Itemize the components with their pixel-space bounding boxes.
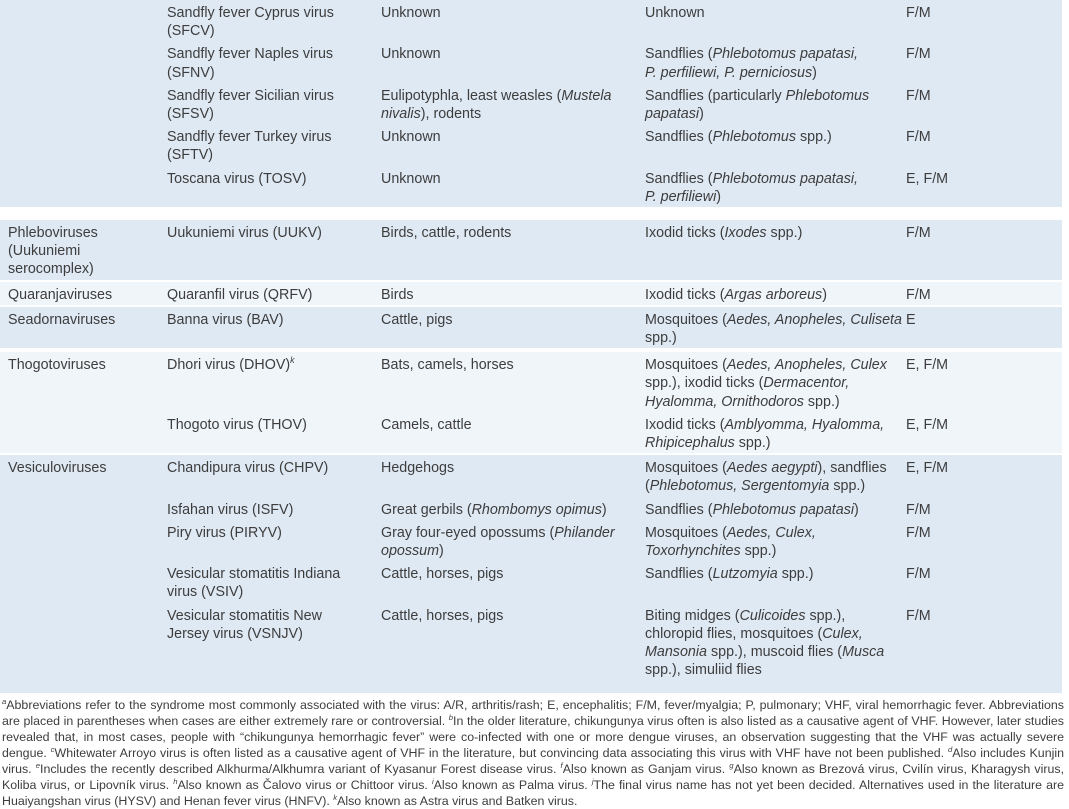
table-row: Thogoto virus (THOV) Camels, cattle Ixodid… [167,412,1062,453]
hosts-cell: Cattle, horses, pigs [381,607,504,624]
table-row: Quaranfil virus (QRFV) Birds Ixodid ticks … [167,282,1062,305]
vectors-cell: Sandflies (particularly Phlebotomus papa… [645,87,870,123]
vectors-cell: Biting midges (Culicoides spp.), chlorop… [645,607,885,679]
family-cell [0,0,167,207]
virus-name-cell: Sandfly fever Turkey virus (SFTV) [167,129,332,164]
table-row: Piry virus (PIRYV) Gray four-eyed opossum… [167,520,1062,561]
group-rows: Sandfly fever Cyprus virus (SFCV) Unknown… [167,0,1062,207]
hosts-cell: Unknown [381,129,441,146]
hosts-cell: Gray four-eyed opossums (Philander oposs… [381,524,615,560]
table-row: Sandfly fever Sicilian virus (SFSV) Eulip… [167,83,1062,124]
vectors-cell: Ixodid ticks (Argas arboreus) [645,286,827,303]
virus-table: Sandfly fever Cyprus virus (SFCV) Unknown… [0,0,1062,693]
syndrome-cell: E, F/M [906,170,949,187]
virus-name-cell: Vesicular stomatitis New Jersey virus (V… [167,607,322,642]
family-cell: Phleboviruses (Uukuniemi serocomplex) [8,225,98,278]
vectors-cell: Sandflies (Phlebotomus spp.) [645,129,832,146]
virus-name-cell: Piry virus (PIRYV) [167,524,282,541]
virus-name-cell: Sandfly fever Sicilian virus (SFSV) [167,87,334,123]
hosts-cell: Hedgehogs [381,460,455,477]
virus-name-cell: Dhori virus (DHOV)k [167,355,295,374]
virus-name-cell: Isfahan virus (ISFV) [167,501,294,518]
table-row: Vesicular stomatitis New Jersey virus (V… [167,603,1062,681]
hosts-cell: Bats, camels, horses [381,357,514,374]
vectors-cell: Mosquitoes (Aedes aegypti), sandflies (P… [645,460,887,495]
syndrome-cell: F/M [906,566,931,583]
virus-group: Sandfly fever Cyprus virus (SFCV) Unknown… [0,0,1062,208]
syndrome-cell: F/M [906,5,931,21]
vectors-cell: Ixodid ticks (Amblyomma, Hyalomma, Rhipi… [645,416,885,452]
virus-name-cell: Quaranfil virus (QRFV) [167,286,313,303]
family-cell: Quaranjaviruses [8,286,113,303]
family-cell: Seadornaviruses [8,311,116,328]
vectors-cell: Sandflies (Phlebotomus papatasi, P. perf… [645,46,859,81]
syndrome-cell: F/M [906,524,931,541]
virus-name-cell: Thogoto virus (THOV) [167,416,307,433]
table-row: Sandfly fever Turkey virus (SFTV) Unknown… [167,124,1062,165]
table-row: Vesicular stomatitis Indiana virus (VSIV… [167,561,1062,602]
table-row: Sandfly fever Cyprus virus (SFCV) Unknown… [167,0,1062,41]
syndrome-cell: F/M [906,129,931,146]
syndrome-cell: E, F/M [906,460,949,477]
vectors-cell: Mosquitoes (Aedes, Anopheles, Culex spp.… [645,357,887,410]
group-rows: Quaranfil virus (QRFV) Birds Ixodid ticks … [167,282,1062,305]
vectors-cell: Sandflies (Phlebotomus papatasi, P. perf… [645,170,859,205]
hosts-cell: Cattle, horses, pigs [381,566,504,583]
table-footnotes: aAbbreviations refer to the syndrome mos… [2,696,1065,808]
hosts-cell: Cattle, pigs [381,311,453,328]
vectors-cell: Ixodid ticks (Ixodes spp.) [645,225,803,242]
table-row: Toscana virus (TOSV) Unknown Sandflies (Ph… [167,166,1062,207]
virus-name-cell: Sandfly fever Naples virus (SFNV) [167,46,334,81]
family-cell: Thogotoviruses [8,357,106,374]
hosts-cell: Eulipotyphla, least weasles (Mustela niv… [381,87,612,123]
table-row: Chandipura virus (CHPV) Hedgehogs Mosquito… [167,455,1062,496]
table-row: Dhori virus (DHOV)k Bats, camels, horses M… [167,352,1062,412]
vectors-cell: Mosquitoes (Aedes, Culex, Toxorhynchites… [645,524,816,560]
syndrome-cell: E, F/M [906,416,949,433]
vectors-cell: Unknown [645,5,705,21]
hosts-cell: Unknown [381,170,441,187]
hosts-cell: Camels, cattle [381,416,472,433]
vectors-cell: Sandflies (Lutzomyia spp.) [645,566,814,583]
virus-group: Phleboviruses (Uukuniemi serocomplex) Uuk… [0,220,1062,280]
family-cell: Vesiculoviruses [8,460,107,477]
hosts-cell: Unknown [381,46,441,63]
syndrome-cell: F/M [906,87,931,104]
virus-group: Vesiculoviruses Chandipura virus (CHPV) He… [0,455,1062,693]
syndrome-cell: E [906,311,916,328]
group-rows: Dhori virus (DHOV)k Bats, camels, horses M… [167,352,1062,453]
group-rows: Uukuniemi virus (UUKV) Birds, cattle, rod… [167,220,1062,280]
hosts-cell: Unknown [381,5,441,21]
table-row: Uukuniemi virus (UUKV) Birds, cattle, rod… [167,220,1062,243]
syndrome-cell: E, F/M [906,357,949,374]
virus-group: Quaranjaviruses Quaranfil virus (QRFV) Bir… [0,281,1062,305]
group-rows: Chandipura virus (CHPV) Hedgehogs Mosquito… [167,455,1062,680]
virus-name-cell: Chandipura virus (CHPV) [167,460,329,477]
syndrome-cell: F/M [906,225,931,242]
virus-name-cell: Uukuniemi virus (UUKV) [167,225,322,242]
table-row: Isfahan virus (ISFV) Great gerbils (Rhomb… [167,497,1062,520]
virus-group: Seadornaviruses Banna virus (BAV) Cattle, … [0,306,1062,349]
syndrome-cell: F/M [906,286,931,303]
virus-name-cell: Vesicular stomatitis Indiana virus (VSIV… [167,566,341,601]
table-row: Sandfly fever Naples virus (SFNV) Unknown… [167,41,1062,82]
hosts-cell: Great gerbils (Rhombomys opimus) [381,501,607,518]
hosts-cell: Birds, cattle, rodents [381,225,512,242]
virus-group: Thogotoviruses Dhori virus (DHOV)k Bats, c… [0,352,1062,454]
group-rows: Banna virus (BAV) Cattle, pigs Mosquitoes … [167,307,1062,348]
syndrome-cell: F/M [906,46,931,63]
hosts-cell: Birds [381,286,414,303]
syndrome-cell: F/M [906,607,931,624]
virus-name-cell: Toscana virus (TOSV) [167,170,307,187]
vectors-cell: Sandflies (Phlebotomus papatasi) [645,501,859,518]
vectors-cell: Mosquitoes (Aedes, Anopheles, Culiseta s… [645,311,902,347]
table-row: Banna virus (BAV) Cattle, pigs Mosquitoes … [167,307,1062,348]
virus-name-cell: Sandfly fever Cyprus virus (SFCV) [167,5,334,40]
virus-name-cell: Banna virus (BAV) [167,311,284,328]
syndrome-cell: F/M [906,501,931,518]
